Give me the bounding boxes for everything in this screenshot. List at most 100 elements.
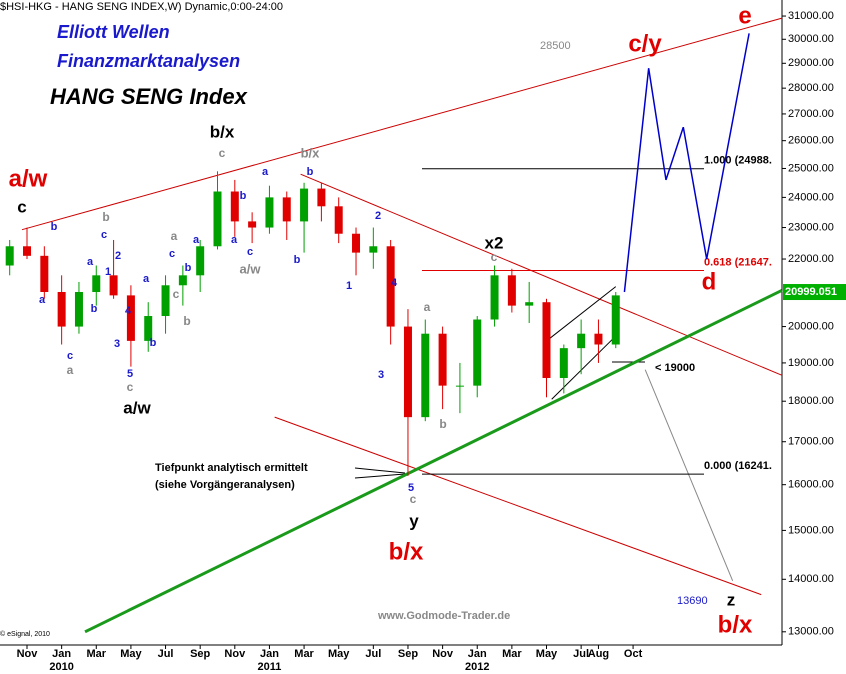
wave-label: y bbox=[409, 511, 419, 530]
trend-line bbox=[544, 286, 617, 343]
watermark: www.Godmode-Trader.de bbox=[377, 610, 510, 622]
y-tick-label: 23000.00 bbox=[788, 221, 834, 233]
wave-label: 5 bbox=[408, 482, 414, 494]
wave-label: b/x bbox=[389, 538, 424, 565]
wave-label: b/x bbox=[718, 611, 753, 638]
candle-body bbox=[317, 188, 326, 207]
wave-label: a bbox=[262, 166, 269, 178]
wave-label: b bbox=[294, 254, 301, 266]
trend-line bbox=[300, 173, 783, 376]
wave-label: 4 bbox=[391, 277, 398, 289]
y-tick-label: 15000.00 bbox=[788, 524, 834, 536]
year-label: 2012 bbox=[465, 661, 489, 673]
target-label: 13690 bbox=[677, 595, 708, 607]
copyright: © eSignal, 2010 bbox=[0, 630, 50, 638]
x-tick-label: Sep bbox=[398, 648, 418, 660]
y-tick-label: 25000.00 bbox=[788, 162, 834, 174]
wave-label: 2 bbox=[115, 250, 121, 262]
candle-body bbox=[525, 302, 534, 306]
x-tick-label: Aug bbox=[588, 648, 609, 660]
wave-label: 5 bbox=[127, 368, 133, 380]
y-tick-label: 13000.00 bbox=[788, 626, 834, 638]
wave-label: c bbox=[67, 350, 73, 362]
x-tick-label: Nov bbox=[17, 648, 39, 660]
candle-body bbox=[421, 333, 430, 418]
fib-label: 1.000 (24988. bbox=[704, 155, 772, 167]
year-label: 2010 bbox=[49, 661, 73, 673]
x-tick-label: Nov bbox=[432, 648, 454, 660]
candle-body bbox=[109, 275, 118, 296]
y-tick-label: 30000.00 bbox=[788, 33, 834, 45]
x-tick-label: May bbox=[120, 648, 142, 660]
x-tick-label: May bbox=[536, 648, 558, 660]
header: Elliott Wellen bbox=[57, 22, 170, 42]
wave-label: e bbox=[738, 2, 751, 29]
x-tick-label: Sep bbox=[190, 648, 210, 660]
fib-label: 0.618 (21647. bbox=[704, 256, 772, 268]
y-tick-label: 24000.00 bbox=[788, 191, 834, 203]
fib-label: 0.000 (16241. bbox=[704, 460, 772, 472]
candle-body bbox=[248, 221, 257, 228]
y-tick-label: 18000.00 bbox=[788, 395, 834, 407]
wave-label: b bbox=[183, 314, 190, 328]
y-tick-label: 20000.00 bbox=[788, 320, 834, 332]
candle-body bbox=[196, 246, 205, 276]
x-tick-label: May bbox=[328, 648, 350, 660]
wave-label: 1 bbox=[346, 280, 352, 292]
wave-label: c bbox=[219, 146, 226, 160]
wave-label: d bbox=[702, 268, 717, 295]
candle-body bbox=[300, 188, 309, 222]
candle-body bbox=[559, 348, 568, 378]
x-tick-label: Jan bbox=[468, 648, 487, 660]
y-tick-label: 27000.00 bbox=[788, 108, 834, 120]
y-tick-label: 14000.00 bbox=[788, 573, 834, 585]
x-tick-label: Nov bbox=[224, 648, 246, 660]
chart-title: $HSI-HKG - HANG SENG INDEX,W) Dynamic,0:… bbox=[0, 1, 283, 13]
last-price-label: 20999.051 bbox=[785, 286, 837, 298]
wave-label: c bbox=[101, 229, 107, 241]
header: Finanzmarktanalysen bbox=[57, 51, 240, 71]
y-tick-label: 22000.00 bbox=[788, 253, 834, 265]
note: Tiefpunkt analytisch ermittelt bbox=[155, 462, 308, 474]
wave-label: a bbox=[87, 256, 94, 268]
candle-body bbox=[213, 191, 222, 247]
candle-body bbox=[403, 326, 412, 418]
wave-label: a/w bbox=[9, 165, 48, 192]
candle-body bbox=[161, 285, 170, 317]
candle-body bbox=[455, 385, 464, 387]
x-tick-label: Oct bbox=[624, 648, 643, 660]
candle-body bbox=[23, 246, 32, 256]
y-tick-label: 19000.00 bbox=[788, 357, 834, 369]
candle-body bbox=[542, 302, 551, 378]
wave-label: 4 bbox=[125, 305, 132, 317]
x-tick-label: Mar bbox=[294, 648, 314, 660]
x-tick-label: Mar bbox=[502, 648, 522, 660]
wave-label: 2 bbox=[375, 210, 381, 222]
wave-label: c bbox=[247, 246, 253, 258]
projection-line bbox=[623, 33, 750, 293]
wave-label: c/y bbox=[628, 30, 662, 57]
wave-label: c bbox=[17, 197, 26, 216]
wave-label: a bbox=[193, 234, 200, 246]
y-tick-label: 26000.00 bbox=[788, 135, 834, 147]
wave-label: b bbox=[307, 166, 314, 178]
wave-label: a bbox=[143, 273, 150, 285]
candle-body bbox=[369, 246, 378, 253]
wave-label: a/w bbox=[240, 261, 262, 276]
wave-label: c bbox=[169, 248, 175, 260]
wave-label: c bbox=[491, 250, 498, 264]
candle-body bbox=[438, 333, 447, 386]
note: < 19000 bbox=[655, 362, 695, 374]
wave-label: 3 bbox=[378, 369, 384, 381]
candle-body bbox=[473, 319, 482, 386]
x-tick-label: Mar bbox=[86, 648, 106, 660]
candle-body bbox=[507, 275, 516, 306]
wave-label: c bbox=[410, 492, 417, 506]
trend-line bbox=[644, 369, 734, 581]
candle-body bbox=[74, 291, 83, 327]
wave-label: 3 bbox=[114, 338, 120, 350]
year-label: 2011 bbox=[258, 661, 282, 673]
wave-label: z bbox=[727, 590, 736, 609]
candle-body bbox=[230, 191, 239, 222]
